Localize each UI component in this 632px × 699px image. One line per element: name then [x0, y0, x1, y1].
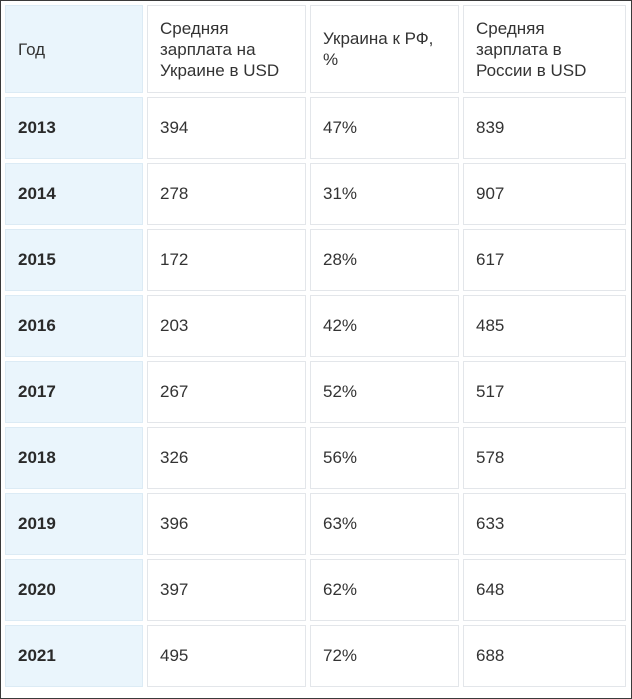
russia-salary-cell: 688 [463, 625, 626, 687]
ukraine-salary-cell: 267 [147, 361, 306, 423]
header-ukraine-salary: Средняя зарплата на Украине в USD [147, 5, 306, 93]
year-cell: 2014 [5, 163, 143, 225]
ukraine-salary-cell: 394 [147, 97, 306, 159]
percent-cell: 63% [310, 493, 459, 555]
table-row: 2015 172 28% 617 [5, 229, 626, 291]
header-russia-salary: Средняя зарплата в России в USD [463, 5, 626, 93]
russia-salary-cell: 648 [463, 559, 626, 621]
table-header-row: Год Средняя зарплата на Украине в USD Ук… [5, 5, 626, 93]
table-row: 2017 267 52% 517 [5, 361, 626, 423]
table-row: 2014 278 31% 907 [5, 163, 626, 225]
year-cell: 2017 [5, 361, 143, 423]
percent-cell: 62% [310, 559, 459, 621]
table-row: 2013 394 47% 839 [5, 97, 626, 159]
percent-cell: 52% [310, 361, 459, 423]
percent-cell: 28% [310, 229, 459, 291]
percent-cell: 56% [310, 427, 459, 489]
russia-salary-cell: 907 [463, 163, 626, 225]
ukraine-salary-cell: 495 [147, 625, 306, 687]
russia-salary-cell: 617 [463, 229, 626, 291]
percent-cell: 47% [310, 97, 459, 159]
table-row: 2020 397 62% 648 [5, 559, 626, 621]
header-year: Год [5, 5, 143, 93]
percent-cell: 72% [310, 625, 459, 687]
ukraine-salary-cell: 172 [147, 229, 306, 291]
year-cell: 2013 [5, 97, 143, 159]
ukraine-salary-cell: 397 [147, 559, 306, 621]
russia-salary-cell: 517 [463, 361, 626, 423]
table-row: 2018 326 56% 578 [5, 427, 626, 489]
russia-salary-cell: 578 [463, 427, 626, 489]
year-cell: 2018 [5, 427, 143, 489]
russia-salary-cell: 633 [463, 493, 626, 555]
ukraine-salary-cell: 278 [147, 163, 306, 225]
table-row: 2019 396 63% 633 [5, 493, 626, 555]
table-row: 2021 495 72% 688 [5, 625, 626, 687]
year-cell: 2015 [5, 229, 143, 291]
russia-salary-cell: 839 [463, 97, 626, 159]
russia-salary-cell: 485 [463, 295, 626, 357]
year-cell: 2019 [5, 493, 143, 555]
table-row: 2016 203 42% 485 [5, 295, 626, 357]
ukraine-salary-cell: 326 [147, 427, 306, 489]
year-cell: 2016 [5, 295, 143, 357]
year-cell: 2020 [5, 559, 143, 621]
year-cell: 2021 [5, 625, 143, 687]
percent-cell: 42% [310, 295, 459, 357]
ukraine-salary-cell: 203 [147, 295, 306, 357]
header-ukraine-to-russia-percent: Украина к РФ, % [310, 5, 459, 93]
ukraine-salary-cell: 396 [147, 493, 306, 555]
percent-cell: 31% [310, 163, 459, 225]
